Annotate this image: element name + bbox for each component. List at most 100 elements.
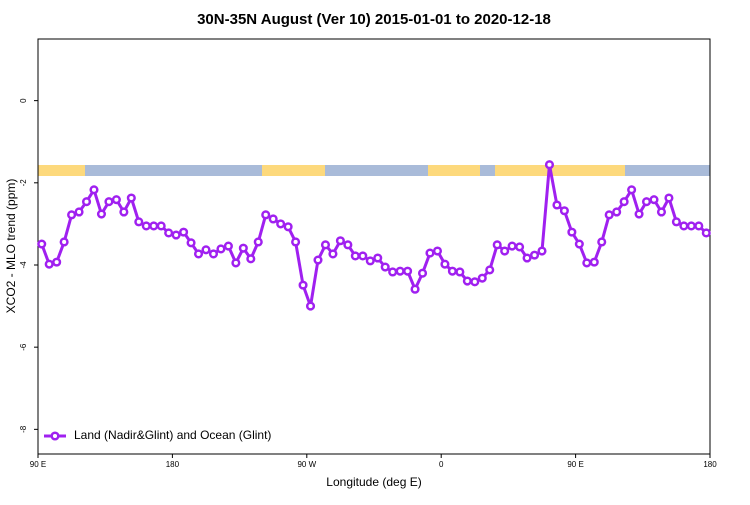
point xyxy=(544,160,555,170)
point xyxy=(335,236,345,246)
point xyxy=(186,238,196,248)
point xyxy=(604,210,614,220)
point xyxy=(305,301,316,311)
y-tick-label: -8 xyxy=(19,425,28,433)
point xyxy=(522,253,532,263)
point xyxy=(447,266,457,276)
point xyxy=(350,251,360,261)
point xyxy=(552,200,562,210)
point xyxy=(664,193,674,203)
point xyxy=(462,276,472,286)
point xyxy=(81,197,92,207)
point xyxy=(470,277,480,287)
point xyxy=(619,197,629,207)
land-ocean-band xyxy=(38,165,710,176)
point xyxy=(179,227,189,237)
point xyxy=(238,243,248,253)
point xyxy=(679,221,689,231)
point xyxy=(89,185,99,195)
point xyxy=(649,195,659,205)
x-tick-label: 0 xyxy=(439,460,444,469)
point xyxy=(276,219,286,229)
point xyxy=(380,262,390,272)
point xyxy=(253,237,263,247)
point xyxy=(104,197,114,207)
point xyxy=(477,273,487,283)
land-band xyxy=(428,165,480,176)
point xyxy=(485,265,495,275)
point xyxy=(343,240,353,250)
chart-title: 30N-35N August (Ver 10) 2015-01-01 to 20… xyxy=(197,11,551,28)
point xyxy=(582,258,592,268)
point xyxy=(134,217,144,227)
point xyxy=(59,237,69,247)
y-tick-label: -2 xyxy=(19,179,28,187)
point xyxy=(388,267,398,277)
point xyxy=(283,222,293,232)
point xyxy=(567,227,577,237)
point xyxy=(432,246,443,256)
point xyxy=(328,249,338,259)
point xyxy=(231,258,241,268)
series-line xyxy=(40,164,708,307)
point xyxy=(537,246,547,256)
land-band xyxy=(38,165,85,176)
point xyxy=(171,230,181,240)
point xyxy=(37,239,47,249)
point xyxy=(500,246,510,256)
point xyxy=(201,245,211,255)
point xyxy=(455,267,465,277)
point xyxy=(492,240,502,250)
point xyxy=(313,255,323,265)
y-tick-label: 0 xyxy=(19,98,28,103)
point xyxy=(656,207,667,217)
point xyxy=(410,284,420,294)
x-tick-label: 90 W xyxy=(297,460,316,469)
point xyxy=(671,217,681,227)
point xyxy=(246,254,256,264)
x-tick-label: 180 xyxy=(703,460,717,469)
point xyxy=(507,241,517,251)
point xyxy=(156,221,166,231)
ocean-band xyxy=(38,165,710,176)
point xyxy=(701,228,711,238)
point xyxy=(694,221,704,231)
point xyxy=(208,249,219,259)
point xyxy=(641,197,652,207)
point xyxy=(223,241,233,251)
point xyxy=(440,259,450,269)
point xyxy=(44,259,54,269)
land-band xyxy=(262,165,325,176)
point xyxy=(529,250,540,260)
point xyxy=(298,280,308,290)
point xyxy=(559,206,569,216)
point xyxy=(141,221,151,231)
point xyxy=(164,228,174,238)
point xyxy=(574,239,584,249)
x-tick-label: 180 xyxy=(166,460,180,469)
point xyxy=(320,240,331,250)
point xyxy=(403,266,413,276)
point xyxy=(261,210,271,220)
point xyxy=(373,253,383,263)
legend-label: Land (Nadir&Glint) and Ocean (Glint) xyxy=(74,428,271,442)
point xyxy=(67,210,77,220)
point xyxy=(119,207,129,217)
point xyxy=(74,207,84,217)
point xyxy=(395,266,405,276)
point xyxy=(52,257,62,267)
point xyxy=(417,268,428,278)
point xyxy=(96,209,107,219)
point xyxy=(193,249,204,259)
point xyxy=(365,256,375,266)
point xyxy=(612,207,622,217)
point xyxy=(634,209,644,219)
point xyxy=(149,221,159,231)
y-tick-label: -4 xyxy=(19,261,28,269)
point xyxy=(358,251,368,261)
legend-marker xyxy=(50,431,60,441)
x-tick-label: 90 E xyxy=(30,460,46,469)
point xyxy=(126,193,136,203)
point xyxy=(515,242,525,252)
